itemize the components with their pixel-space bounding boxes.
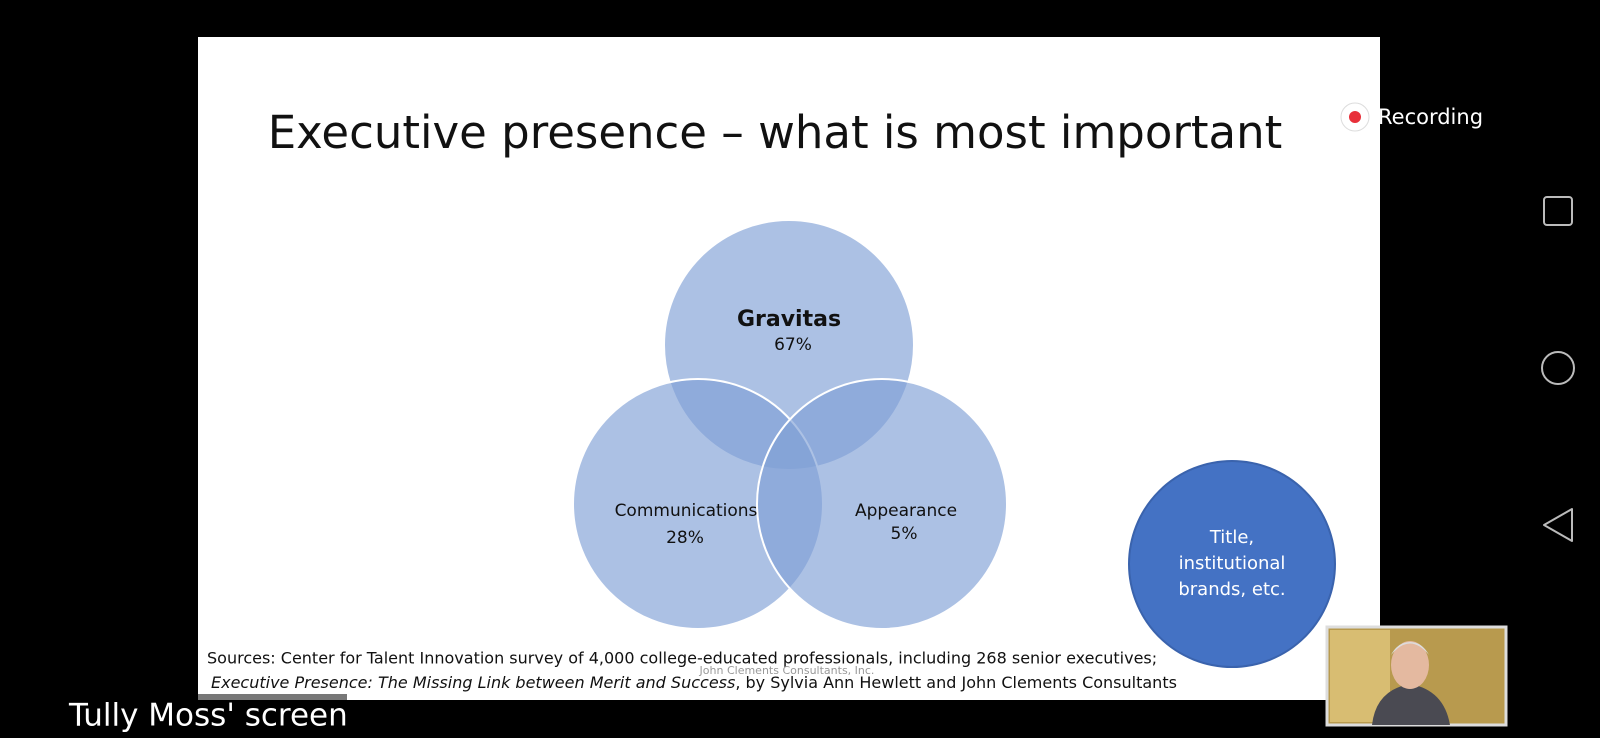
person-body <box>1372 684 1450 725</box>
screen-owner-label: Tully Moss' screen <box>68 698 348 734</box>
video-thumbnail[interactable] <box>1325 625 1508 727</box>
side-circle-text: Title, <box>1209 527 1254 548</box>
person-hair <box>1391 642 1429 655</box>
watermark: John Clements Consultants, Inc. <box>699 664 875 677</box>
recording-dot <box>1349 111 1361 123</box>
sources-rest: , by Sylvia Ann Hewlett and John Clement… <box>735 673 1177 692</box>
recording-label: Recording <box>1378 105 1483 129</box>
circle-value: 67% <box>774 335 812 355</box>
sources-line: Executive Presence: The Missing Link bet… <box>211 673 1177 692</box>
side-circle <box>1128 460 1336 668</box>
side-circle-text: brands, etc. <box>1178 579 1285 600</box>
person-face <box>1391 641 1429 689</box>
venn <box>572 219 1008 630</box>
circle-label: Gravitas <box>737 307 841 332</box>
circle-value: 28% <box>666 528 704 548</box>
progress-bar <box>198 694 347 700</box>
back-button[interactable] <box>1543 508 1573 542</box>
venn-circle <box>756 378 1008 630</box>
side-circle-text: institutional <box>1179 553 1286 574</box>
circle-value: 5% <box>891 524 918 544</box>
recent-apps-button[interactable] <box>1543 196 1573 226</box>
circle-label: Communications <box>615 501 758 521</box>
sources-italic: Executive Presence: The Missing Link bet… <box>211 673 735 692</box>
circle-label: Appearance <box>855 501 957 521</box>
sources-line: Sources: Center for Talent Innovation su… <box>207 649 1157 668</box>
home-button[interactable] <box>1541 351 1575 385</box>
slide-title: Executive presence – what is most import… <box>268 106 1283 159</box>
